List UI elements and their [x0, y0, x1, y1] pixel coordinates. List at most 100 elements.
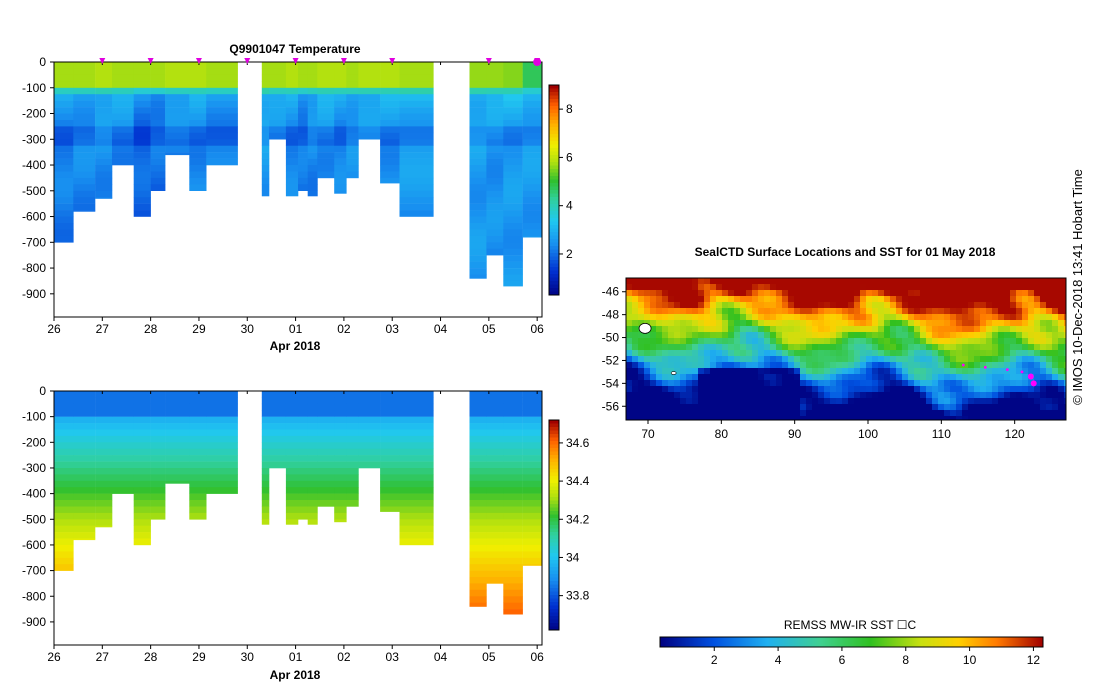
profile-cell — [503, 62, 523, 69]
sst-cell — [764, 320, 771, 327]
sst-cell — [962, 278, 969, 285]
profile-cell — [298, 397, 308, 405]
sst-cell — [728, 356, 735, 363]
sst-cell — [776, 284, 783, 291]
profile-cell — [298, 152, 308, 159]
sst-cell — [704, 356, 711, 363]
profile-cell — [486, 410, 504, 417]
sst-cell — [710, 338, 717, 345]
sst-cell — [974, 338, 981, 345]
profile-cell — [486, 416, 504, 424]
sst-cell — [980, 398, 987, 405]
sst-cell — [674, 350, 681, 357]
profile-cell — [298, 100, 308, 108]
profile-cell — [486, 165, 504, 172]
sst-cell — [758, 278, 765, 285]
sst-cell — [938, 314, 945, 321]
sst-cell — [968, 350, 975, 357]
sst-cell — [938, 302, 945, 309]
sst-cell — [626, 290, 633, 297]
profile-cell — [522, 74, 543, 82]
sst-cell — [962, 284, 969, 291]
profile-cell — [133, 184, 151, 191]
sst-cell — [728, 320, 735, 327]
colorbar-cell — [549, 451, 559, 456]
sst-cell — [764, 392, 771, 399]
sst-cell — [1064, 344, 1066, 351]
profile-cell — [73, 538, 96, 541]
profile-column — [189, 62, 207, 191]
profile-cell — [269, 100, 287, 108]
sst-cell — [1040, 326, 1047, 333]
profile-cell — [285, 448, 299, 456]
sst-cell — [650, 296, 657, 303]
sst-cell — [986, 302, 993, 309]
sst-cell — [728, 386, 735, 393]
profile-cell — [261, 410, 270, 417]
profile-cell — [95, 94, 113, 101]
colorbar-cell — [549, 465, 559, 470]
sst-cell — [974, 386, 981, 393]
colorbar-cell — [549, 556, 559, 561]
sst-cell — [698, 362, 705, 369]
sst-cell — [842, 314, 849, 321]
profile-cell — [486, 242, 504, 249]
profile-cell — [380, 87, 400, 95]
sst-cell — [1004, 410, 1011, 417]
profile-cell — [54, 100, 74, 108]
sst-cell — [800, 386, 807, 393]
profile-cell — [503, 120, 523, 127]
sst-cell — [758, 356, 765, 363]
sst-cell — [1040, 302, 1047, 309]
profile-cell — [206, 139, 238, 146]
sst-cell — [662, 356, 669, 363]
profile-cell — [503, 197, 523, 204]
sst-cell — [722, 278, 729, 285]
profile-cell — [165, 474, 190, 482]
sst-cell — [938, 416, 945, 420]
profile-cell — [503, 268, 523, 275]
sst-cell — [866, 344, 873, 351]
profile-cell — [317, 145, 335, 153]
colorbar-cell — [549, 197, 559, 201]
profile-cell — [346, 423, 359, 430]
sst-cell — [788, 338, 795, 345]
sst-cell — [698, 410, 705, 417]
sst-cell — [998, 344, 1005, 351]
sst-cell — [680, 416, 687, 420]
sst-cell — [740, 362, 747, 369]
profile-cell — [150, 435, 166, 443]
sst-cell — [974, 398, 981, 405]
sst-cell — [1028, 320, 1035, 327]
sst-cell — [992, 374, 999, 381]
profile-cell — [317, 171, 335, 179]
profile-cell — [522, 493, 543, 501]
profile-cell — [150, 74, 166, 82]
sst-cell — [1010, 392, 1017, 399]
sst-cell — [938, 344, 945, 351]
sst-cell — [1022, 392, 1029, 399]
profile-cell — [189, 62, 207, 69]
sst-cell — [776, 320, 783, 327]
profile-cell — [399, 468, 434, 475]
profile-cell — [189, 410, 207, 417]
colorbar-cell — [549, 574, 559, 578]
profile-cell — [54, 480, 74, 488]
profile-cell — [285, 158, 299, 166]
sst-cell — [686, 320, 693, 327]
sst-cell — [830, 338, 837, 345]
sst-cell — [1016, 350, 1023, 357]
sst-cell — [824, 320, 831, 327]
profile-cell — [165, 461, 190, 469]
sst-cell — [854, 368, 861, 375]
sst-cell — [1004, 296, 1011, 303]
sst-cell — [740, 392, 747, 399]
sst-cell — [854, 344, 861, 351]
sst-cell — [686, 386, 693, 393]
sst-cell — [818, 386, 825, 393]
profile-cell — [334, 62, 347, 69]
profile-cell — [133, 493, 151, 501]
profile-cell — [486, 235, 504, 243]
sst-cell — [866, 302, 873, 309]
profile-cell — [261, 132, 270, 140]
